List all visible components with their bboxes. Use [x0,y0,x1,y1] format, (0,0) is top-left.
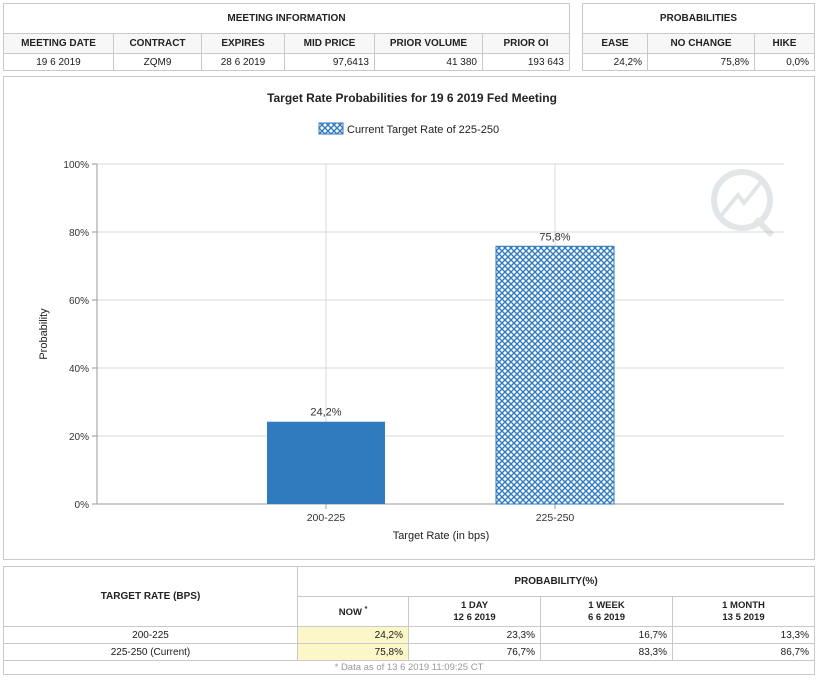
bar-value-label: 75,8% [539,231,570,243]
rate-label: 225-250 (Current) [3,643,298,661]
chart-legend[interactable]: Current Target Rate of 225-250 [318,122,499,136]
col-prior-oi: PRIOR OI [482,33,570,54]
probabilities-title: PROBABILITIES [582,3,815,34]
col-contract: CONTRACT [113,33,202,54]
x-tick-label: 225-250 [536,512,575,524]
no-change-value: 75,8% [647,53,755,71]
expires-value: 28 6 2019 [201,53,285,71]
prob-now: 75,8% [297,643,409,661]
chart-grid [97,163,784,505]
chart-title: Target Rate Probabilities for 19 6 2019 … [267,91,557,105]
y-tick-label: 40% [69,364,89,375]
bar-200-225[interactable] [267,421,385,504]
legend-label: Current Target Rate of 225-250 [347,124,499,136]
hike-value: 0,0% [754,53,815,71]
prob-1-month: 86,7% [672,643,815,661]
period-1-week-header: 1 WEEK 6 6 2019 [540,596,673,627]
prior-oi-value: 193 643 [482,53,570,71]
prob-now: 24,2% [297,626,409,644]
probability-header: PROBABILITY(%) [297,566,815,597]
meeting-information-table: MEETING INFORMATION MEETING DATE CONTRAC… [3,3,570,71]
target-rate-probability-table: TARGET RATE (BPS) PROBABILITY(%) NOW * 1… [3,566,815,675]
data-timestamp-footnote: * Data as of 13 6 2019 11:09:25 CT [3,660,815,675]
period-1-day-header: 1 DAY 12 6 2019 [408,596,541,627]
cme-watermark-logo [711,169,775,238]
y-tick-label: 60% [69,296,89,307]
prob-1-week: 16,7% [540,626,673,644]
probabilities-table: PROBABILITIES EASE NO CHANGE HIKE 24,2% … [582,3,815,71]
prior-volume-value: 41 380 [374,53,483,71]
period-1-month-header: 1 MONTH 13 5 2019 [672,596,815,627]
legend-swatch [318,122,344,135]
mid-price-value: 97,6413 [284,53,375,71]
ease-value: 24,2% [582,53,648,71]
target-rate-header: TARGET RATE (BPS) [3,566,298,627]
col-ease: EASE [582,33,648,54]
chart-panel: Target Rate Probabilities for 19 6 2019 … [3,76,815,560]
col-prior-volume: PRIOR VOLUME [374,33,483,54]
x-tick-label: 200-225 [307,512,346,524]
contract-value: ZQM9 [113,53,202,71]
prob-1-day: 76,7% [408,643,541,661]
y-tick-label: 80% [69,228,89,239]
period-now-header: NOW * [297,596,409,627]
y-tick-label: 100% [63,160,89,171]
table-row: 225-250 (Current) 75,8% 76,7% 83,3% 86,7… [3,643,815,661]
prob-1-week: 83,3% [540,643,673,661]
chart-bars: 24,2% 75,8% [267,231,615,505]
chart-axes: 0% 20% 40% 60% 80% 100% 200-225 225-250 [63,160,784,524]
meeting-date-value: 19 6 2019 [3,53,114,71]
rate-label: 200-225 [3,626,298,644]
y-axis-label: Probability [38,308,50,360]
col-no-change: NO CHANGE [647,33,755,54]
meeting-information-title: MEETING INFORMATION [3,3,570,34]
probability-chart: Target Rate Probabilities for 19 6 2019 … [38,91,784,542]
x-axis-label: Target Rate (in bps) [393,530,490,542]
col-hike: HIKE [754,33,815,54]
bar-225-250[interactable] [495,245,615,505]
col-mid-price: MID PRICE [284,33,375,54]
col-meeting-date: MEETING DATE [3,33,114,54]
y-tick-label: 20% [69,432,89,443]
prob-1-month: 13,3% [672,626,815,644]
table-row: 200-225 24,2% 23,3% 16,7% 13,3% [3,626,815,644]
bar-value-label: 24,2% [310,407,341,419]
col-expires: EXPIRES [201,33,285,54]
y-tick-label: 0% [75,500,90,511]
prob-1-day: 23,3% [408,626,541,644]
